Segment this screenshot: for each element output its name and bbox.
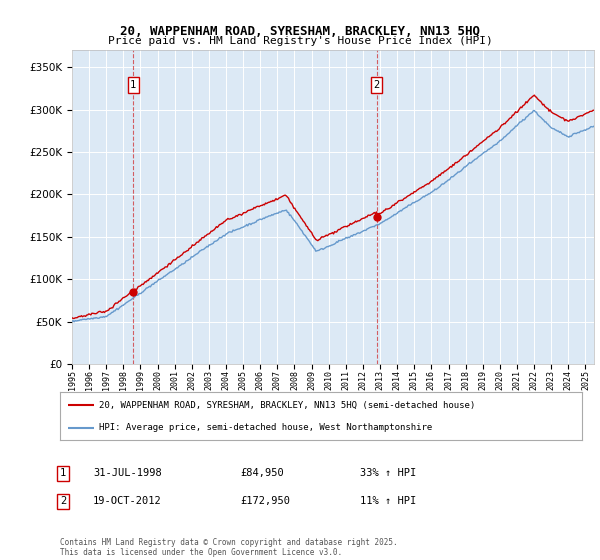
Text: 19-OCT-2012: 19-OCT-2012 [93, 496, 162, 506]
Text: 31-JUL-1998: 31-JUL-1998 [93, 468, 162, 478]
Text: 11% ↑ HPI: 11% ↑ HPI [360, 496, 416, 506]
Text: Contains HM Land Registry data © Crown copyright and database right 2025.
This d: Contains HM Land Registry data © Crown c… [60, 538, 398, 557]
Text: HPI: Average price, semi-detached house, West Northamptonshire: HPI: Average price, semi-detached house,… [99, 423, 433, 432]
Text: 20, WAPPENHAM ROAD, SYRESHAM, BRACKLEY, NN13 5HQ: 20, WAPPENHAM ROAD, SYRESHAM, BRACKLEY, … [120, 25, 480, 38]
Text: 2: 2 [60, 496, 66, 506]
Text: 2: 2 [374, 80, 380, 90]
Text: 20, WAPPENHAM ROAD, SYRESHAM, BRACKLEY, NN13 5HQ (semi-detached house): 20, WAPPENHAM ROAD, SYRESHAM, BRACKLEY, … [99, 401, 475, 410]
Text: 33% ↑ HPI: 33% ↑ HPI [360, 468, 416, 478]
Text: Price paid vs. HM Land Registry's House Price Index (HPI): Price paid vs. HM Land Registry's House … [107, 36, 493, 46]
Text: £172,950: £172,950 [240, 496, 290, 506]
Text: £84,950: £84,950 [240, 468, 284, 478]
Text: 1: 1 [130, 80, 136, 90]
Text: 1: 1 [60, 468, 66, 478]
